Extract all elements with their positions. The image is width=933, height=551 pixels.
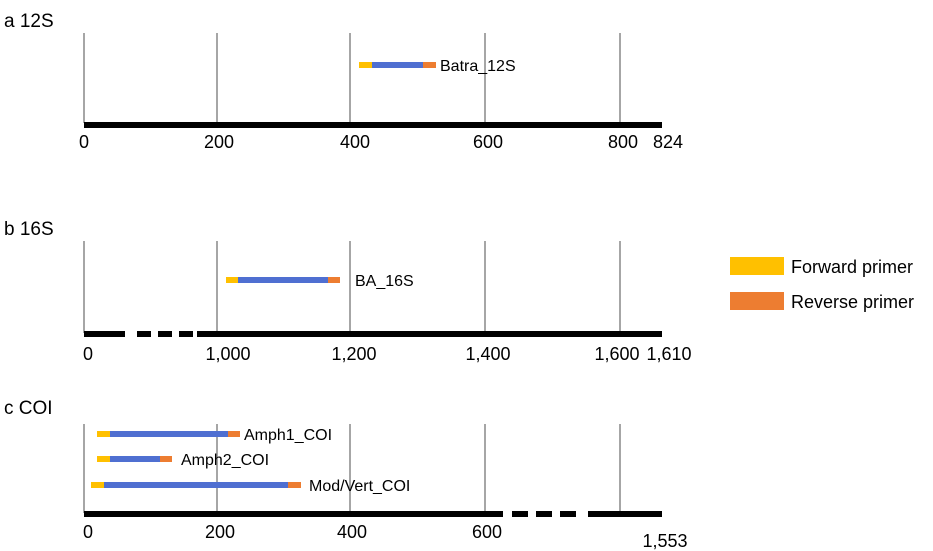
amplicon-bar: [238, 277, 328, 283]
amplicon-bar: [372, 62, 423, 68]
panel-12s: a 12S 0 200 400 600 800 824 Batra_12S: [4, 11, 683, 152]
forward-primer: [97, 431, 110, 437]
amplicon-ba-16s: BA_16S: [226, 273, 414, 290]
axis-end-label: 1,553: [642, 531, 687, 551]
legend-label-reverse: Reverse primer: [791, 292, 914, 312]
panel-coi-label: c COI: [4, 398, 53, 419]
legend-swatch-reverse: [730, 292, 784, 310]
amplicon-label: Amph1_COI: [244, 427, 332, 444]
tick-label: 800: [608, 132, 638, 152]
tick-label: 400: [337, 522, 367, 542]
panel-12s-tick-labels: 0 200 400 600 800 824: [79, 132, 683, 152]
axis-end-label: 1,610: [646, 344, 691, 364]
amplicon-bar: [110, 456, 160, 462]
reverse-primer: [423, 62, 436, 68]
amplicon-amph2-coi: Amph2_COI: [97, 452, 269, 469]
reverse-primer: [328, 277, 340, 283]
panel-12s-label: a 12S: [4, 11, 54, 32]
tick-label: 400: [340, 132, 370, 152]
amplicon-amph1-coi: Amph1_COI: [97, 427, 332, 444]
panel-12s-gridlines: [83, 33, 621, 123]
tick-label: 0: [83, 344, 93, 364]
tick-label: 1,400: [465, 344, 510, 364]
amplicon-mod-vert-coi: Mod/Vert_COI: [91, 478, 410, 495]
tick-label: 0: [79, 132, 89, 152]
amplicon-label: Mod/Vert_COI: [309, 478, 410, 495]
tick-label: 200: [204, 132, 234, 152]
tick-label: 1,200: [331, 344, 376, 364]
panel-16s-label: b 16S: [4, 219, 54, 240]
reverse-primer: [160, 456, 172, 462]
tick-label: 1,600: [594, 344, 639, 364]
tick-label: 0: [83, 522, 93, 542]
forward-primer: [97, 456, 110, 462]
amplicon-bar: [104, 482, 288, 488]
forward-primer: [226, 277, 238, 283]
reverse-primer: [228, 431, 240, 437]
legend-label-forward: Forward primer: [791, 257, 913, 277]
forward-primer: [359, 62, 372, 68]
amplicon-label: Batra_12S: [440, 58, 516, 75]
tick-label: 600: [473, 132, 503, 152]
panel-coi: c COI 0 200 400 600 1,553 Amph1_COI: [4, 398, 688, 551]
legend: Forward primer Reverse primer: [730, 257, 914, 312]
amplicon-bar: [110, 431, 228, 437]
tick-label: 1,000: [205, 344, 250, 364]
amplicon-label: Amph2_COI: [181, 452, 269, 469]
panel-16s-gridlines: [83, 241, 621, 333]
amplicon-label: BA_16S: [355, 273, 414, 290]
axis-end-label: 824: [653, 132, 683, 152]
reverse-primer: [288, 482, 301, 488]
tick-label: 600: [472, 522, 502, 542]
legend-swatch-forward: [730, 257, 784, 275]
panel-coi-tick-labels: 0 200 400 600 1,553: [83, 522, 688, 551]
forward-primer: [91, 482, 104, 488]
panel-16s-tick-labels: 0 1,000 1,200 1,400 1,600 1,610: [83, 344, 692, 364]
tick-label: 200: [205, 522, 235, 542]
amplicon-batra-12s: Batra_12S: [359, 58, 516, 75]
panel-coi-gridlines: [83, 424, 621, 513]
panel-16s: b 16S 0 1,000 1,200 1,400 1,600 1,610 BA…: [4, 219, 692, 364]
